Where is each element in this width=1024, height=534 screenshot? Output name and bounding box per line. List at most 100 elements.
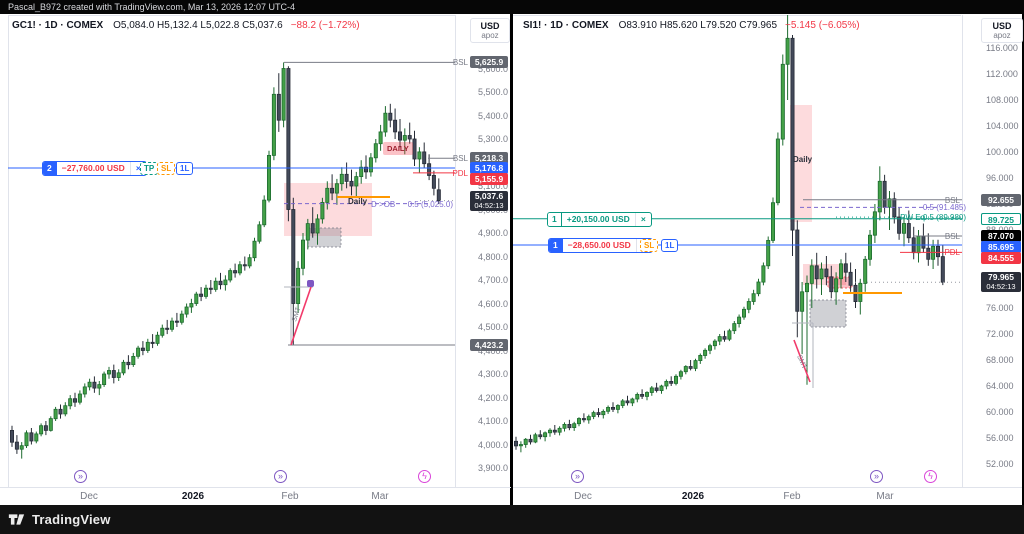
price-tick: 4,900.0 <box>478 228 509 238</box>
countdown-timer: 04:52:13 <box>474 200 504 210</box>
position-pnl: +20,150.00 USD <box>561 212 635 226</box>
price-tick: 4,300.0 <box>478 369 509 379</box>
si-ohlc-values: O83.910 H85.620 L79.520 C79.965 <box>618 20 778 31</box>
price-badge-5176.8: 5,176.8 <box>470 161 508 174</box>
position-widget-si: 1−28,650.00 USD× <box>548 237 653 253</box>
gc-ohlc-values: O5,084.0 H5,132.4 L5,022.8 C5,037.6 <box>113 20 283 31</box>
flash-marker-icon[interactable]: ϟ <box>418 470 431 483</box>
bsl-label: BSL <box>452 154 468 164</box>
attribution-bar: Pascal_B972 created with TradingView.com… <box>0 0 1024 14</box>
price-tick: 116.000 <box>986 43 1018 53</box>
pdl-label: PDL <box>452 168 468 178</box>
event-marker-icon[interactable]: » <box>870 470 883 483</box>
price-badge-5037.6: 5,037.6 04:52:13 <box>470 190 508 211</box>
si-symbol-header[interactable]: SI1! · 1D · COMEX O83.910 H85.620 L79.520… <box>523 20 860 31</box>
0-5-91-485--label: 0.5 (91.485) <box>922 203 966 213</box>
gc-unit: apoz <box>481 31 499 40</box>
price-tick: 68.000 <box>986 355 1014 365</box>
position-pnl: −27,760.00 USD <box>56 161 130 175</box>
position-qty[interactable]: 1 <box>549 238 563 252</box>
price-tick: 4,000.0 <box>478 439 509 450</box>
time-axis-label-dec: Dec <box>80 491 98 502</box>
bsl-label: BSL <box>452 58 468 68</box>
price-tick: 4,500.0 <box>478 322 509 332</box>
price-badge-87.070: 87.070 <box>981 230 1021 243</box>
price-tick: 104.000 <box>986 121 1019 131</box>
si-symbol[interactable]: SI1! · 1D · COMEX <box>523 20 609 31</box>
price-tick: 96.000 <box>986 173 1014 183</box>
price-tick: 52.000 <box>986 459 1014 469</box>
gc-currency-unit-box[interactable]: USD apoz <box>470 18 510 43</box>
price-badge-92.655: 92.655 <box>981 193 1021 206</box>
si-plot-frame <box>513 15 961 487</box>
event-marker-icon[interactable]: » <box>571 470 584 483</box>
tp-chip[interactable]: TP <box>140 161 159 175</box>
0-5-89-980--label: 0.5 (89.980) <box>922 213 966 223</box>
price-tick: 76.000 <box>986 303 1014 313</box>
price-badge-5155.9: 5,155.9 <box>470 172 508 185</box>
price-badge-5218.3: 5,218.3 <box>470 152 508 165</box>
sl-chip[interactable]: SL <box>157 161 176 175</box>
si-unit: apoz <box>993 31 1011 40</box>
tradingview-brand-text[interactable]: TradingView <box>32 512 111 527</box>
time-axis-label-dec: Dec <box>574 491 592 502</box>
sl-chip[interactable]: SL <box>640 238 659 252</box>
price-badge-79.965: 79.965 04:52:13 <box>981 272 1021 293</box>
time-axis-label-feb: Feb <box>783 491 801 502</box>
time-axis-label-feb: Feb <box>281 491 299 502</box>
position-qty[interactable]: 1 <box>548 212 562 226</box>
price-tick: 88.000 <box>986 225 1014 235</box>
price-tick: 3,900.0 <box>478 463 509 473</box>
price-badge-5625.9: 5,625.9 <box>470 56 508 69</box>
si-axis-separator <box>962 15 963 487</box>
attribution-text: Pascal_B972 created with TradingView.com… <box>8 2 295 12</box>
si-currency-unit-box[interactable]: USD apoz <box>981 18 1023 43</box>
1l-chip[interactable]: 1L <box>661 238 679 252</box>
event-marker-icon[interactable]: » <box>274 470 287 483</box>
price-tick: 112.000 <box>986 69 1018 79</box>
time-axis-label-2026: 2026 <box>181 491 205 502</box>
price-badge-85.695: 85.695 <box>981 240 1021 253</box>
gc-plot-frame <box>8 15 455 487</box>
price-tick: 72.000 <box>986 329 1014 339</box>
price-tick: 4,600.0 <box>478 298 509 309</box>
flash-marker-icon[interactable]: ϟ <box>924 470 937 483</box>
d-ob-label: D >OB <box>371 199 396 209</box>
price-badge-89.725: 89.725 <box>981 212 1021 225</box>
price-tick: 5,400.0 <box>478 110 509 121</box>
time-axis-label-2026: 2026 <box>681 491 705 502</box>
tradingview-logo[interactable] <box>8 511 25 528</box>
gc-axis-separator <box>455 15 456 487</box>
price-tick: 60.000 <box>986 407 1014 417</box>
pdl-label: PDL <box>944 248 960 258</box>
daily-label: Daily <box>348 197 368 206</box>
gc-currency: USD <box>480 21 500 31</box>
position-qty[interactable]: 2 <box>43 161 57 175</box>
price-badge-4423.2: 4,423.2 <box>470 339 508 352</box>
gc-time-separator <box>0 487 511 488</box>
price-tick: 5,600.0 <box>478 63 509 74</box>
1l-chip[interactable]: 1L <box>176 161 194 175</box>
price-tick: 5,500.0 <box>478 87 509 97</box>
time-axis-label-mar: Mar <box>876 491 894 502</box>
gc-symbol[interactable]: GC1! · 1D · COMEX <box>12 20 104 31</box>
price-tick: 56.000 <box>986 433 1014 443</box>
price-tick: 5,300.0 <box>478 134 509 144</box>
gc-symbol-header[interactable]: GC1! · 1D · COMEX O5,084.0 H5,132.4 L5,02… <box>12 20 360 31</box>
price-tick: 4,700.0 <box>478 275 509 285</box>
close-position-button[interactable]: × <box>634 212 651 226</box>
countdown-timer: 04:52:13 <box>986 282 1016 292</box>
price-badge-84.555: 84.555 <box>981 252 1021 265</box>
position-widget-gc: 2 −27,760.00 USD × <box>42 160 147 176</box>
price-tick: 5,100.0 <box>478 181 509 191</box>
time-axis-label-mar: Mar <box>371 491 389 502</box>
bsl-label: BSL <box>944 232 960 242</box>
event-marker-icon[interactable]: » <box>74 470 87 483</box>
pw-eq-label: PW Eq <box>900 213 925 223</box>
daily-label: DAILY <box>383 142 413 155</box>
bsl-label: BSL <box>944 195 960 205</box>
right-edge <box>1022 14 1024 505</box>
gc-change: −88.2 (−1.72%) <box>290 20 360 31</box>
price-tick: 4,100.0 <box>478 416 509 426</box>
